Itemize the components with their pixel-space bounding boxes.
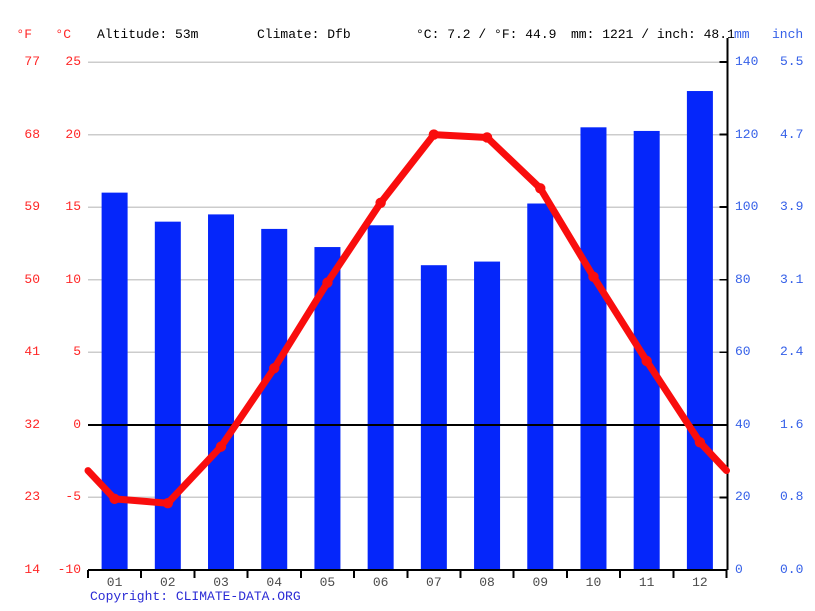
annual-precipitation-text: mm: 1221 / inch: 48.1 (571, 27, 735, 42)
temperature-point-09 (535, 183, 546, 194)
copyright: Copyright: CLIMATE-DATA.ORG (90, 589, 301, 605)
temperature-point-07 (428, 129, 440, 140)
temperature-point-10 (588, 271, 599, 283)
mm-axis-unit-label: mm (734, 27, 750, 42)
copyright-prefix: Copyright: (90, 589, 169, 604)
inch-axis-unit-label: inch (772, 27, 804, 42)
month-label-09: 09 (532, 575, 549, 590)
f-tick-label-68: 68 (24, 126, 40, 142)
month-label-10: 10 (585, 575, 602, 590)
f-tick-label-59: 59 (24, 199, 40, 215)
f-tick-label-32: 32 (24, 416, 40, 432)
temperature-point-11 (641, 355, 652, 367)
inch-tick-label-3.9: 3.9 (780, 199, 804, 215)
precip-bar-10 (580, 127, 607, 571)
mm-tick-label-20: 20 (735, 489, 751, 505)
mm-tick-label-100: 100 (735, 199, 759, 215)
inch-tick-label-4.7: 4.7 (780, 126, 804, 142)
precip-bar-04 (261, 228, 288, 570)
temperature-point-08 (481, 132, 493, 143)
c-tick-label-15: 15 (65, 199, 81, 215)
f-tick-label-50: 50 (24, 271, 40, 287)
f-tick-label-23: 23 (24, 489, 40, 505)
inch-tick-label-3.1: 3.1 (780, 271, 804, 287)
precip-bar-08 (474, 261, 501, 570)
mm-tick-label-60: 60 (735, 344, 751, 360)
month-label-11: 11 (638, 575, 655, 590)
inch-tick-label-0.0: 0.0 (780, 562, 804, 577)
temperature-point-06 (375, 197, 386, 208)
precip-bar-03 (208, 214, 235, 570)
climate-classification-text: Climate: Dfb (257, 27, 351, 42)
precip-bar-02 (154, 221, 181, 570)
month-label-08: 08 (479, 575, 495, 590)
month-label-06: 06 (372, 575, 389, 590)
c-tick-label--5: -5 (65, 489, 81, 505)
temperature-point-02 (162, 498, 174, 509)
altitude-text: Altitude: 53m (97, 27, 199, 42)
temperature-point-03 (215, 441, 227, 452)
month-label-12: 12 (692, 575, 708, 590)
month-label-05: 05 (319, 575, 336, 590)
c-tick-label-10: 10 (65, 271, 81, 287)
inch-tick-label-0.8: 0.8 (780, 489, 804, 505)
f-tick-label-77: 77 (24, 54, 40, 69)
inch-tick-label-5.5: 5.5 (780, 54, 804, 69)
mm-tick-label-40: 40 (735, 416, 751, 432)
f-tick-label-14: 14 (24, 562, 40, 577)
mm-tick-label-120: 120 (735, 126, 759, 142)
c-tick-label--10: -10 (57, 562, 81, 577)
c-tick-label-25: 25 (65, 54, 81, 69)
c-tick-label-20: 20 (65, 126, 81, 142)
climate-data-org-link[interactable]: CLIMATE-DATA.ORG (175, 589, 301, 604)
precip-bar-01 (101, 192, 128, 570)
precip-bar-07 (420, 265, 447, 570)
inch-tick-label-1.6: 1.6 (780, 416, 804, 432)
mm-tick-label-140: 140 (735, 54, 759, 69)
month-label-01: 01 (106, 575, 123, 590)
f-tick-label-41: 41 (24, 344, 40, 360)
temperature-point-05 (322, 277, 333, 288)
celsius-axis-unit-label: °C (55, 27, 71, 42)
inch-tick-label-2.4: 2.4 (780, 344, 804, 360)
fahrenheit-axis-unit-label: °F (16, 27, 32, 42)
temperature-line (84, 131, 730, 507)
precip-bar-06 (367, 225, 394, 571)
mm-tick-label-80: 80 (735, 271, 751, 287)
mm-tick-label-0: 0 (735, 562, 743, 577)
temperature-point-04 (269, 363, 280, 374)
month-label-04: 04 (266, 575, 283, 590)
month-label-07: 07 (426, 575, 442, 590)
precip-bar-09 (527, 203, 554, 570)
month-label-02: 02 (160, 575, 176, 590)
c-tick-label-0: 0 (73, 416, 81, 432)
precip-bar-12 (686, 91, 713, 571)
month-label-03: 03 (213, 575, 229, 590)
c-tick-label-5: 5 (73, 344, 81, 360)
temperature-point-01 (109, 493, 120, 505)
mean-temperature-text: °C: 7.2 / °F: 44.9 (416, 27, 557, 42)
temperature-point-12 (694, 437, 706, 448)
